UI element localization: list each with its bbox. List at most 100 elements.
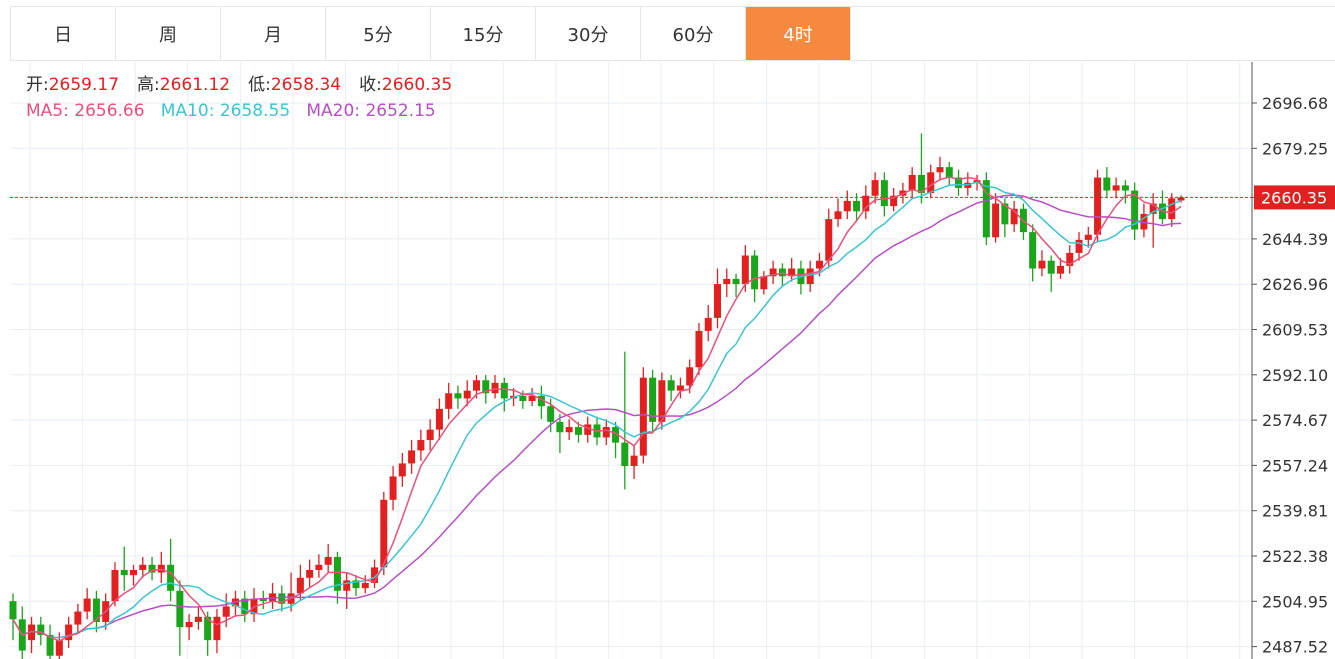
tab-5min[interactable]: 5分 (326, 7, 431, 60)
current-price-tag (1254, 185, 1335, 210)
candle-body (472, 380, 480, 391)
candle-body (167, 564, 175, 591)
candle-body (139, 564, 147, 570)
candle-body (185, 621, 193, 628)
timeframe-tabs: 日 周 月 5分 15分 30分 60分 4时 (10, 6, 1335, 61)
candle-body (630, 455, 638, 467)
ma-lines (12, 176, 1182, 643)
candle-body (1001, 203, 1009, 225)
candle-body (92, 598, 100, 622)
candle-series (9, 133, 1185, 659)
axis-tick-label: 2592.10 (1262, 366, 1328, 385)
high-label: 高: (137, 75, 160, 95)
low-value: 2658.34 (270, 75, 342, 95)
candle-body (658, 380, 666, 422)
tab-week[interactable]: 周 (116, 7, 221, 60)
axis-tick-label: 2626.96 (1262, 275, 1328, 294)
candle-body (1029, 232, 1037, 269)
candle-body (417, 440, 425, 451)
candle-body (1149, 203, 1157, 214)
candle-body (788, 268, 796, 277)
candle-body (843, 200, 851, 212)
candle-body (1094, 177, 1102, 235)
candle-body (955, 177, 963, 188)
candle-body (612, 427, 620, 443)
candle-body (435, 408, 443, 430)
candle-body (649, 377, 657, 422)
candle-body (28, 624, 36, 641)
candle-body (778, 268, 786, 277)
candle-body (500, 382, 508, 399)
candle-body (862, 195, 870, 212)
candle-body (741, 255, 749, 285)
candle-body (565, 427, 573, 433)
candle-body (667, 380, 675, 391)
tab-30min[interactable]: 30分 (536, 7, 641, 60)
candle-body (371, 567, 379, 583)
axis-tick-label: 2557.24 (1262, 456, 1328, 475)
candle-body (732, 278, 740, 285)
tab-4hour[interactable]: 4时 (746, 7, 851, 60)
candle-body (1010, 208, 1018, 225)
candle-body (519, 395, 527, 402)
candle-body (1038, 260, 1046, 269)
candle-body (1168, 198, 1176, 220)
ma10-label: MA10: (160, 101, 215, 121)
tab-15min[interactable]: 15分 (431, 7, 536, 60)
candle-body (55, 640, 63, 656)
candle-body (825, 219, 833, 261)
candle-body (556, 421, 564, 433)
candle-body (83, 598, 91, 612)
candle-body (723, 278, 731, 285)
candle-body (1177, 197, 1185, 201)
candle-body (880, 180, 888, 207)
candle-body (528, 395, 536, 402)
ma20-line (12, 194, 1182, 639)
tab-60min[interactable]: 60分 (641, 7, 746, 60)
candle-body (343, 580, 351, 591)
ma10-line (12, 181, 1182, 639)
candle-body (1075, 239, 1083, 253)
candle-body (454, 393, 462, 399)
candle-body (445, 393, 453, 409)
candle-body (1131, 190, 1139, 230)
candle-body (37, 624, 45, 635)
high-value: 2661.12 (159, 75, 231, 95)
candle-body (1056, 265, 1064, 274)
candle-body (157, 564, 165, 573)
candle-body (213, 616, 221, 641)
candle-body (945, 167, 953, 178)
candle-body (176, 590, 184, 628)
tab-month[interactable]: 月 (221, 7, 326, 60)
candle-body (1084, 234, 1092, 240)
candle-body (296, 577, 304, 594)
candle-body (315, 564, 323, 570)
candle-body (222, 606, 230, 617)
candle-body (676, 385, 684, 391)
candle-body (751, 255, 759, 290)
candle-body (806, 268, 814, 285)
ohlc-row: 开:2659.17 高:2661.12 低:2658.34 收:2660.35 (26, 72, 470, 98)
candle-body (380, 499, 388, 568)
candle-body (333, 556, 341, 591)
candle-body (927, 172, 935, 194)
candle-body (714, 284, 722, 318)
candle-body (204, 616, 212, 641)
ma5-value: 2656.66 (74, 101, 145, 121)
candle-body (324, 556, 332, 565)
candle-body (686, 367, 694, 386)
chart-grid (10, 62, 1252, 659)
candle-body (259, 598, 267, 602)
candle-body (908, 174, 916, 191)
axis-tick-label: 2487.52 (1262, 638, 1328, 657)
candle-body (695, 330, 703, 368)
candle-body (639, 377, 647, 456)
current-price-label: 2660.35 (1261, 188, 1327, 207)
candle-body (890, 195, 898, 207)
candle-body (815, 260, 823, 269)
tab-day[interactable]: 日 (11, 7, 116, 60)
candle-body (1047, 260, 1055, 274)
axis-tick-label: 2522.38 (1262, 547, 1328, 566)
candle-body (1066, 252, 1074, 266)
candle-body (1140, 213, 1148, 230)
